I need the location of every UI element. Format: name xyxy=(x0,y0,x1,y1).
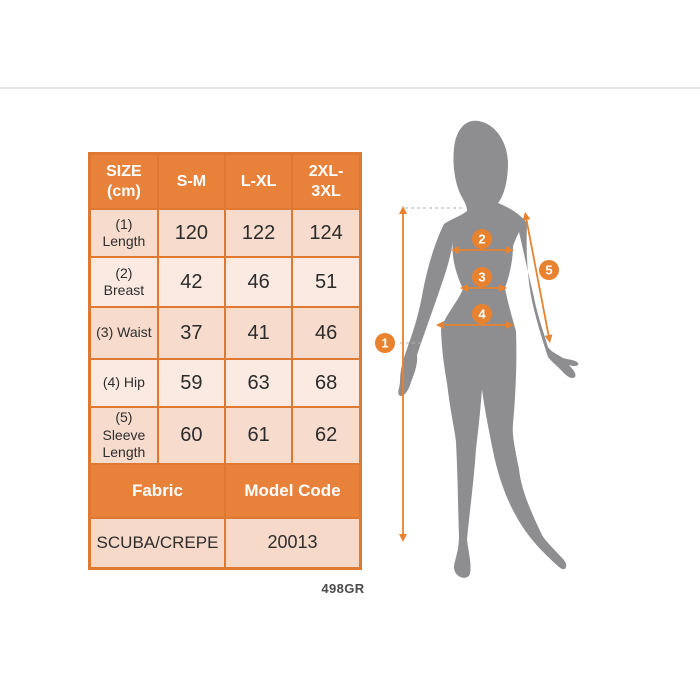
measurement-value: 46 xyxy=(291,306,362,360)
marker-circle xyxy=(472,304,492,324)
top-divider-line xyxy=(0,87,700,89)
measurement-value: 51 xyxy=(291,256,362,308)
table-row-breast: (2) Breast 42 46 51 xyxy=(88,256,362,308)
measurement-value: 61 xyxy=(223,406,294,465)
arrow-head-icon xyxy=(499,284,507,292)
model-code-header: Model Code xyxy=(223,463,362,519)
table-footer-header-row: Fabric Model Code xyxy=(88,463,362,519)
figure-marker-3: 3 xyxy=(472,267,492,287)
measurement-value: 62 xyxy=(291,406,362,465)
woman-silhouette xyxy=(398,120,579,578)
measurement-label: (2) Breast xyxy=(88,256,159,308)
column-header-l-xl: L-XL xyxy=(223,152,294,210)
fabric-value: SCUBA/CREPE xyxy=(88,517,226,569)
measurement-value: 46 xyxy=(223,256,294,308)
arrow-head-icon xyxy=(399,534,407,542)
measurement-label: (3) Waist xyxy=(88,306,159,360)
product-code: 498GR xyxy=(321,581,365,596)
table-row-waist: (3) Waist 37 41 46 xyxy=(88,306,362,360)
marker-number: 4 xyxy=(478,307,486,322)
arrow-head-icon xyxy=(544,334,553,343)
body-measurement-figure: 1 2 3 4 5 xyxy=(375,120,579,578)
marker-circle xyxy=(472,229,492,249)
column-header-size-cm: SIZE (cm) xyxy=(88,152,159,210)
arrow-head-icon xyxy=(460,284,468,292)
arrow-head-icon xyxy=(399,206,407,214)
measurement-value: 63 xyxy=(223,358,294,408)
table-row-length: (1) Length 120 122 124 xyxy=(88,208,362,258)
figure-marker-2: 2 xyxy=(472,229,492,249)
fabric-header: Fabric xyxy=(88,463,226,519)
measurement-value: 124 xyxy=(291,208,362,258)
measurement-value: 37 xyxy=(156,306,226,360)
figure-marker-1: 1 xyxy=(375,333,395,353)
measurement-label: (5) Sleeve Length xyxy=(88,406,159,465)
arrow-head-icon xyxy=(522,212,531,221)
table-row-sleeve-length: (5) Sleeve Length 60 61 62 xyxy=(88,406,362,465)
measurement-value: 120 xyxy=(156,208,226,258)
column-header-2xl-3xl: 2XL- 3XL xyxy=(291,152,362,210)
arrow-head-icon xyxy=(506,246,514,254)
marker-number: 2 xyxy=(478,232,485,247)
column-header-s-m: S-M xyxy=(156,152,226,210)
marker-circle xyxy=(375,333,395,353)
figure-marker-5: 5 xyxy=(539,260,559,280)
size-chart-header-row: SIZE (cm) S-M L-XL 2XL- 3XL xyxy=(88,152,362,210)
measurement-label: (4) Hip xyxy=(88,358,159,408)
measurement-value: 42 xyxy=(156,256,226,308)
marker-circle xyxy=(539,260,559,280)
figure-marker-4: 4 xyxy=(472,304,492,324)
marker-number: 1 xyxy=(381,336,388,351)
measurement-value: 41 xyxy=(223,306,294,360)
measurement-value: 59 xyxy=(156,358,226,408)
arrow-head-icon xyxy=(436,321,444,329)
marker-circle xyxy=(472,267,492,287)
table-footer-value-row: SCUBA/CREPE 20013 xyxy=(88,517,362,569)
measurement-value: 122 xyxy=(223,208,294,258)
model-code-value: 20013 xyxy=(223,517,362,569)
measurement-value: 68 xyxy=(291,358,362,408)
marker-number: 5 xyxy=(545,263,552,278)
measurement-label: (1) Length xyxy=(88,208,159,258)
measurement-value: 60 xyxy=(156,406,226,465)
arrow-head-icon xyxy=(451,246,459,254)
marker-number: 3 xyxy=(478,270,485,285)
table-row-hip: (4) Hip 59 63 68 xyxy=(88,358,362,408)
arrow-head-icon xyxy=(506,321,514,329)
sleeve-arrow xyxy=(525,219,550,336)
size-chart-table: SIZE (cm) S-M L-XL 2XL- 3XL (1) Length 1… xyxy=(88,152,362,570)
